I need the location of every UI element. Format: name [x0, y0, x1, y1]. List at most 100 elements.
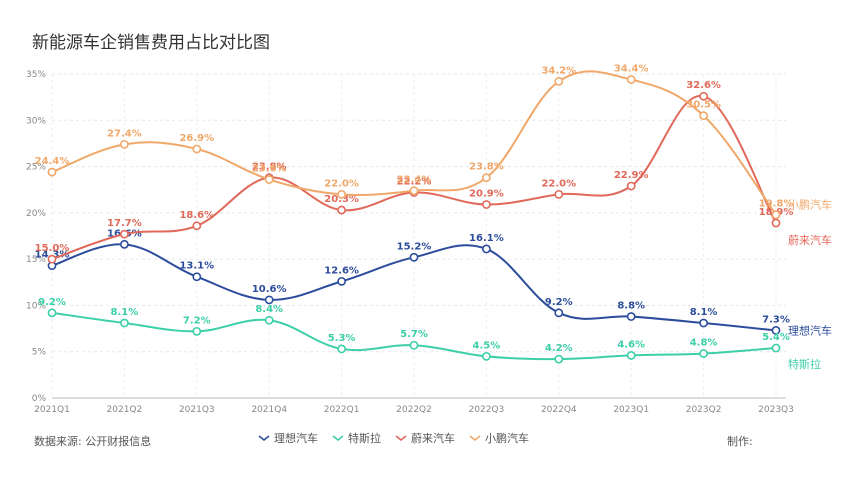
series-line [51, 70, 777, 216]
data-label: 23.8% [252, 162, 287, 173]
legend-label: 理想汽车 [274, 432, 318, 445]
x-tick-label: 2021Q1 [34, 405, 70, 415]
data-source-note: 数据来源: 公开财报信息 [34, 435, 152, 448]
legend-swatch-icon [258, 435, 270, 442]
legend-item-nio: 蔚来汽车 [395, 430, 455, 446]
data-label: 23.6% [252, 164, 287, 175]
legend-item-xpeng: 小鹏汽车 [469, 430, 529, 446]
data-point [337, 276, 346, 286]
chart-legend: 理想汽车 特斯拉 蔚来汽车 小鹏汽车 [258, 430, 529, 446]
data-point [409, 340, 419, 350]
chart-title: 新能源车企销售费用占比对比图 [32, 33, 270, 53]
x-tick-label: 2021Q3 [179, 405, 215, 415]
data-point [626, 181, 636, 191]
data-point [337, 189, 346, 199]
data-point [481, 244, 491, 254]
data-point [699, 318, 708, 328]
data-label: 20.3% [324, 194, 359, 205]
legend-swatch-icon [469, 435, 481, 442]
series-end-label: 理想汽车 [788, 323, 832, 337]
legend-label: 小鹏汽车 [485, 432, 529, 445]
data-point [409, 186, 419, 196]
data-point [264, 295, 274, 305]
data-label: 8.1% [111, 307, 139, 318]
data-point [771, 218, 781, 228]
data-label: 22.0% [324, 178, 359, 189]
data-label: 7.2% [183, 315, 211, 326]
x-tick-label: 2022Q3 [469, 405, 505, 415]
series-end-label: 小鹏汽车 [788, 198, 832, 212]
data-point [120, 318, 129, 328]
data-point [699, 349, 708, 358]
data-label: 20.9% [469, 189, 504, 200]
y-tick-label: 5% [32, 348, 47, 358]
data-label: 8.4% [255, 304, 283, 315]
legend-item-li-auto: 理想汽车 [258, 430, 318, 446]
data-label: 8.8% [617, 301, 645, 312]
data-point [120, 239, 129, 249]
data-label: 23.8% [469, 162, 504, 173]
data-label: 4.2% [545, 343, 573, 354]
data-point [771, 326, 781, 335]
data-label: 5.7% [400, 329, 428, 340]
y-tick-label: 30% [26, 116, 46, 126]
data-point [554, 354, 564, 364]
legend-label: 蔚来汽车 [411, 432, 455, 445]
data-label: 18.6% [179, 210, 214, 221]
x-tick-label: 2022Q4 [541, 405, 577, 415]
data-label: 9.2% [38, 297, 66, 308]
data-point [120, 229, 129, 239]
x-tick-label: 2022Q1 [324, 405, 360, 415]
data-label: 4.5% [473, 340, 501, 351]
data-label: 26.9% [179, 133, 214, 144]
data-point [192, 272, 202, 282]
legend-label: 特斯拉 [348, 432, 381, 445]
y-tick-label: 25% [26, 163, 46, 173]
data-point [47, 254, 57, 264]
data-point [626, 351, 636, 360]
data-label: 22.9% [614, 170, 649, 181]
y-tick-label: 35% [26, 70, 46, 80]
x-tick-label: 2021Q2 [107, 405, 143, 415]
y-tick-label: 15% [26, 255, 46, 265]
data-point [337, 205, 346, 215]
data-label: 32.6% [686, 80, 721, 91]
data-point [337, 344, 346, 354]
data-label: 22.0% [541, 178, 576, 189]
data-label: 27.4% [107, 128, 142, 139]
data-point [264, 175, 274, 184]
data-label: 22.4% [397, 175, 432, 186]
data-label: 15.0% [35, 243, 70, 254]
data-label: 34.2% [541, 65, 576, 76]
data-point [626, 75, 636, 84]
data-label: 16.1% [469, 233, 504, 244]
data-label: 30.5% [686, 100, 721, 111]
series-end-label: 蔚来汽车 [788, 233, 832, 247]
data-point [771, 343, 781, 353]
data-label: 24.4% [35, 156, 70, 167]
x-tick-label: 2023Q3 [758, 405, 794, 415]
data-point [626, 312, 636, 321]
data-label: 22.2% [397, 176, 432, 187]
data-label: 12.6% [324, 265, 359, 276]
data-label: 10.6% [252, 284, 287, 295]
data-point [554, 308, 564, 318]
data-point [409, 252, 419, 262]
data-label: 4.6% [617, 339, 645, 350]
data-label: 34.4% [614, 64, 649, 75]
data-point [771, 210, 781, 220]
y-tick-label: 0% [32, 394, 47, 404]
data-point [699, 91, 708, 101]
data-point [47, 308, 57, 318]
data-label: 5.4% [762, 332, 790, 343]
legend-swatch-icon [395, 435, 407, 442]
data-label: 17.7% [107, 218, 142, 229]
y-tick-label: 10% [26, 301, 46, 311]
data-label: 19.8% [759, 199, 794, 210]
data-point [699, 111, 708, 121]
x-tick-label: 2023Q1 [613, 405, 649, 415]
legend-item-tesla: 特斯拉 [332, 430, 381, 446]
y-tick-label: 20% [26, 209, 46, 219]
series-end-label: 特斯拉 [788, 357, 821, 371]
